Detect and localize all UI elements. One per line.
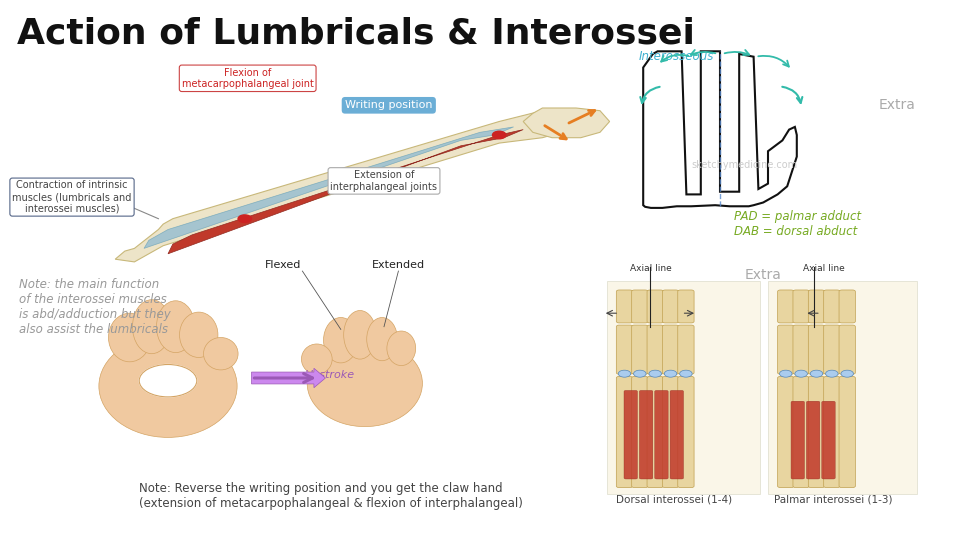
Text: Writing position: Writing position	[345, 100, 433, 110]
Ellipse shape	[180, 312, 218, 357]
Text: Flexed: Flexed	[265, 260, 301, 270]
Text: Dorsal interossei (1-4): Dorsal interossei (1-4)	[616, 495, 732, 505]
Ellipse shape	[367, 318, 397, 361]
FancyBboxPatch shape	[824, 376, 840, 488]
FancyBboxPatch shape	[624, 390, 637, 479]
Polygon shape	[115, 111, 576, 262]
Circle shape	[649, 370, 661, 377]
Circle shape	[492, 131, 506, 139]
FancyBboxPatch shape	[655, 390, 668, 479]
FancyBboxPatch shape	[607, 281, 760, 494]
Polygon shape	[144, 127, 514, 248]
FancyBboxPatch shape	[662, 376, 679, 488]
FancyBboxPatch shape	[647, 376, 663, 488]
FancyBboxPatch shape	[806, 401, 820, 479]
FancyBboxPatch shape	[670, 390, 684, 479]
FancyBboxPatch shape	[791, 401, 804, 479]
Text: Action of Lumbricals & Interossei: Action of Lumbricals & Interossei	[17, 16, 695, 50]
Text: Flexion of
metacarpophalangeal joint: Flexion of metacarpophalangeal joint	[181, 68, 314, 89]
Circle shape	[634, 370, 646, 377]
Circle shape	[826, 370, 838, 377]
FancyBboxPatch shape	[824, 325, 840, 374]
FancyBboxPatch shape	[647, 325, 663, 374]
Ellipse shape	[204, 338, 238, 370]
Text: Extended: Extended	[372, 260, 425, 270]
Ellipse shape	[324, 318, 358, 363]
Text: Axial line: Axial line	[803, 264, 845, 273]
Polygon shape	[168, 130, 523, 254]
Circle shape	[664, 370, 677, 377]
FancyBboxPatch shape	[616, 290, 633, 323]
FancyBboxPatch shape	[678, 290, 694, 323]
FancyBboxPatch shape	[778, 325, 794, 374]
FancyBboxPatch shape	[778, 376, 794, 488]
FancyBboxPatch shape	[678, 325, 694, 374]
Text: PAD = palmar adduct
DAB = dorsal abduct: PAD = palmar adduct DAB = dorsal abduct	[734, 210, 861, 238]
FancyBboxPatch shape	[839, 325, 855, 374]
Ellipse shape	[99, 335, 237, 437]
FancyBboxPatch shape	[808, 290, 825, 323]
Text: Interosseous: Interosseous	[638, 50, 714, 63]
Text: Contraction of intrinsic
muscles (lumbricals and
interossei muscles): Contraction of intrinsic muscles (lumbri…	[12, 180, 132, 214]
FancyBboxPatch shape	[662, 290, 679, 323]
FancyBboxPatch shape	[778, 290, 794, 323]
FancyBboxPatch shape	[632, 325, 648, 374]
Ellipse shape	[301, 344, 332, 374]
Text: Note: Reverse the writing position and you get the claw hand
(extension of metac: Note: Reverse the writing position and y…	[139, 482, 523, 510]
FancyBboxPatch shape	[639, 390, 653, 479]
FancyBboxPatch shape	[793, 376, 809, 488]
FancyBboxPatch shape	[647, 290, 663, 323]
FancyBboxPatch shape	[632, 290, 648, 323]
Circle shape	[618, 370, 631, 377]
Text: Extra: Extra	[878, 98, 915, 112]
FancyBboxPatch shape	[808, 376, 825, 488]
Text: sketchymedicine.com: sketchymedicine.com	[691, 160, 797, 170]
Ellipse shape	[156, 301, 195, 353]
Text: Axial line: Axial line	[630, 264, 672, 273]
Polygon shape	[523, 108, 610, 138]
Ellipse shape	[132, 300, 171, 354]
Circle shape	[795, 370, 807, 377]
FancyBboxPatch shape	[662, 325, 679, 374]
Text: Note: the main function
of the interossei muscles
is abd/adduction but they
also: Note: the main function of the interosse…	[19, 278, 171, 336]
FancyBboxPatch shape	[839, 290, 855, 323]
Text: Palmar interossei (1-3): Palmar interossei (1-3)	[774, 495, 893, 505]
Circle shape	[238, 215, 252, 222]
Circle shape	[680, 370, 692, 377]
FancyBboxPatch shape	[793, 325, 809, 374]
FancyBboxPatch shape	[824, 290, 840, 323]
Polygon shape	[643, 51, 797, 208]
FancyBboxPatch shape	[839, 376, 855, 488]
FancyBboxPatch shape	[822, 401, 835, 479]
FancyBboxPatch shape	[678, 376, 694, 488]
FancyBboxPatch shape	[768, 281, 917, 494]
Circle shape	[780, 370, 792, 377]
Text: Upstroke: Upstroke	[304, 370, 354, 380]
Ellipse shape	[307, 340, 422, 427]
Circle shape	[139, 364, 197, 397]
FancyBboxPatch shape	[616, 325, 633, 374]
FancyBboxPatch shape	[632, 376, 648, 488]
Ellipse shape	[108, 313, 151, 362]
Text: Extension of
interphalangeal joints: Extension of interphalangeal joints	[330, 170, 438, 192]
FancyBboxPatch shape	[616, 376, 633, 488]
FancyBboxPatch shape	[793, 290, 809, 323]
Text: Extra: Extra	[745, 268, 781, 282]
FancyBboxPatch shape	[808, 325, 825, 374]
Ellipse shape	[344, 310, 376, 359]
Circle shape	[841, 370, 853, 377]
Ellipse shape	[387, 331, 416, 366]
FancyArrow shape	[252, 368, 325, 388]
Circle shape	[810, 370, 823, 377]
